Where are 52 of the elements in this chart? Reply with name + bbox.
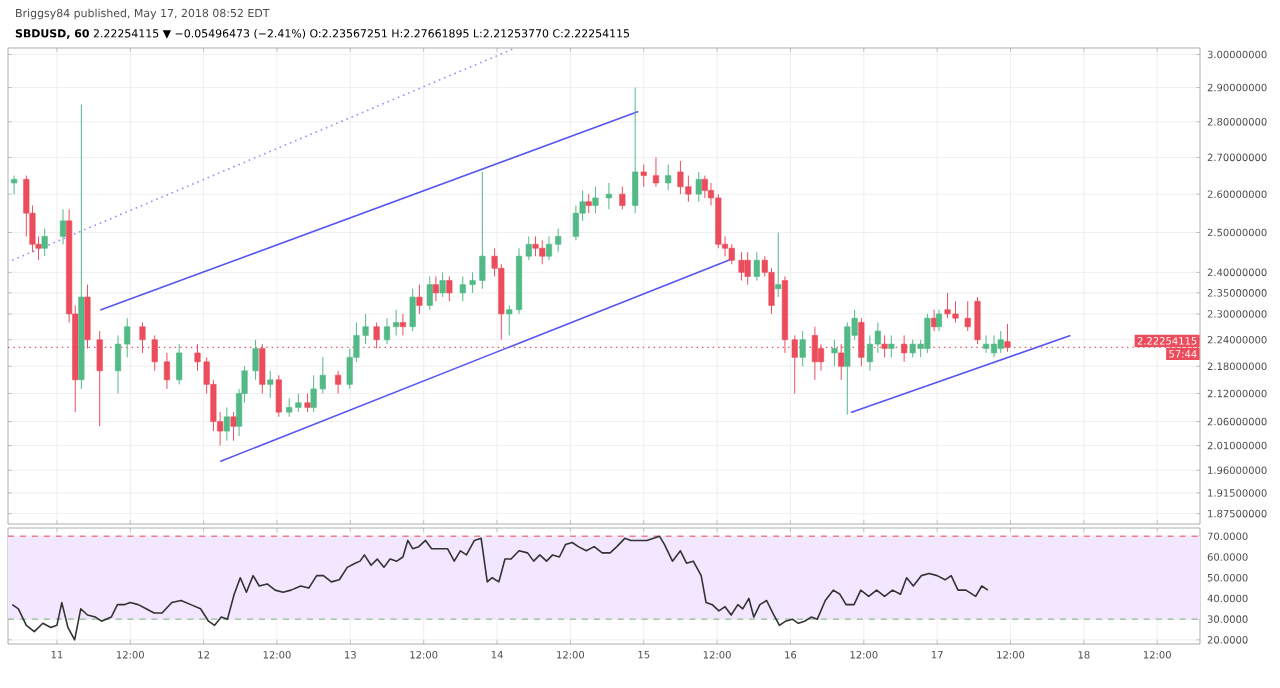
candlestick	[866, 334, 873, 372]
candlestick	[230, 411, 237, 442]
candlestick	[223, 406, 230, 442]
candlestick	[605, 182, 612, 210]
candlestick	[619, 186, 626, 210]
candlestick	[924, 313, 931, 354]
candlestick	[11, 175, 18, 195]
candlestick	[267, 370, 274, 399]
candlestick	[753, 251, 760, 282]
candlestick	[59, 208, 67, 245]
candlestick	[539, 239, 546, 265]
candlestick	[585, 193, 592, 214]
candlestick	[399, 313, 406, 336]
candlestick	[426, 275, 433, 311]
candlestick	[84, 284, 91, 349]
candlestick	[432, 275, 439, 302]
candlestick	[944, 292, 951, 319]
candlestick	[935, 309, 943, 332]
candlestick	[275, 374, 282, 418]
candlestick	[304, 393, 311, 413]
candlestick	[592, 186, 599, 214]
candlestick	[817, 343, 825, 372]
candlestick	[695, 171, 702, 203]
candlestick	[335, 370, 342, 395]
candlestick	[665, 164, 672, 191]
candlestick	[176, 343, 183, 385]
candlestick	[799, 330, 806, 367]
candlestick	[901, 334, 908, 363]
candlestick	[252, 339, 259, 381]
candlestick	[701, 175, 708, 199]
candlestick	[632, 87, 639, 214]
candlestick	[990, 334, 998, 358]
candlestick	[439, 271, 446, 298]
candlestick	[858, 317, 865, 367]
candlestick	[640, 164, 647, 188]
candlestick	[744, 251, 751, 286]
candlestick	[383, 317, 391, 345]
candlestick	[677, 160, 684, 195]
candlestick	[652, 156, 660, 188]
candlestick	[41, 228, 48, 257]
candlestick	[952, 300, 959, 323]
candlestick	[997, 330, 1004, 354]
candlestick	[532, 235, 539, 257]
candlestick	[446, 275, 453, 302]
candlestick	[409, 288, 416, 332]
candlestick	[775, 231, 782, 298]
candlestick	[831, 339, 838, 367]
candlestick	[888, 334, 895, 358]
candlestick	[163, 352, 170, 390]
candlestick	[685, 175, 692, 203]
candlestick	[983, 334, 990, 354]
candlestick	[416, 284, 423, 315]
